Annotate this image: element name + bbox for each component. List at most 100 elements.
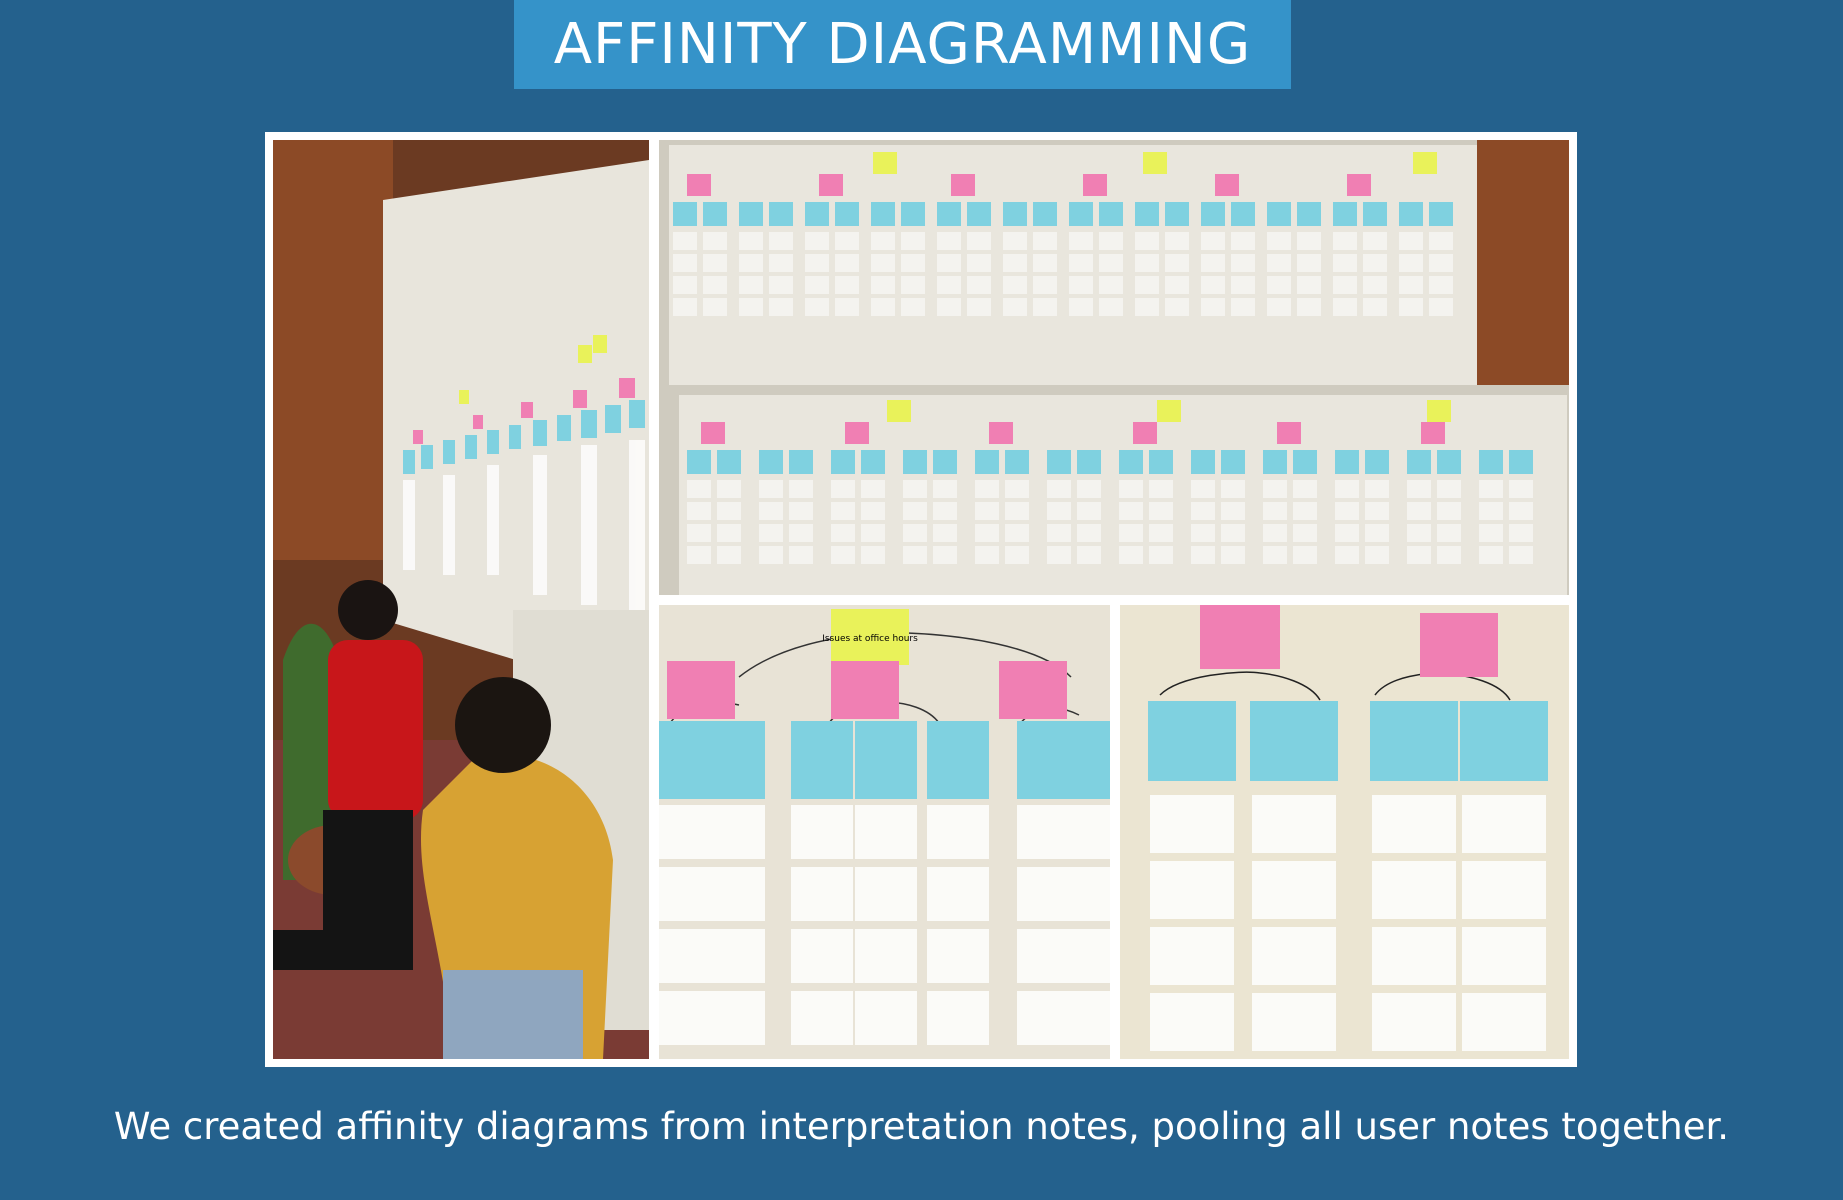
interpretation-note [1077, 546, 1101, 564]
interpretation-note [1267, 298, 1291, 316]
blue-sticky-note [937, 202, 961, 226]
yellow-sticky-note [1143, 152, 1167, 174]
interpretation-note [831, 546, 855, 564]
interpretation-note [1363, 254, 1387, 272]
interpretation-note [1399, 254, 1423, 272]
interpretation-note [1372, 795, 1456, 853]
interpretation-note [1191, 502, 1215, 520]
pink-sticky-note [701, 422, 725, 444]
interpretation-note [805, 254, 829, 272]
pink-sticky-note [1420, 613, 1498, 677]
interpretation-note [1363, 232, 1387, 250]
interpretation-note [927, 805, 989, 859]
interpretation-note [1005, 502, 1029, 520]
interpretation-note [975, 480, 999, 498]
blue-sticky-note [975, 450, 999, 474]
interpretation-note [1231, 232, 1255, 250]
student-questions-closeup-photo [1120, 605, 1569, 1059]
interpretation-note [1033, 298, 1057, 316]
blue-sticky-note [1003, 202, 1027, 226]
interpretation-note [967, 298, 991, 316]
interpretation-note [861, 546, 885, 564]
pink-sticky-note [667, 661, 735, 719]
interpretation-note [673, 254, 697, 272]
pink-sticky-note [951, 174, 975, 196]
interpretation-note [1231, 254, 1255, 272]
interpretation-note [1509, 480, 1533, 498]
blue-sticky-note [1119, 450, 1143, 474]
interpretation-note [1033, 232, 1057, 250]
blue-sticky-note [855, 721, 917, 799]
blue-sticky-note [835, 202, 859, 226]
interpretation-note [1335, 502, 1359, 520]
interpretation-note [1399, 232, 1423, 250]
interpretation-note [1333, 254, 1357, 272]
blue-sticky-note [967, 202, 991, 226]
interpretation-note [1479, 480, 1503, 498]
interpretation-note [1201, 298, 1225, 316]
photo-collage: Issues at office hours [265, 132, 1577, 1067]
interpretation-note [1079, 867, 1110, 921]
blue-sticky-note [1333, 202, 1357, 226]
blue-sticky-note [1267, 202, 1291, 226]
interpretation-note [673, 276, 697, 294]
interpretation-note [1005, 480, 1029, 498]
interpretation-note [703, 276, 727, 294]
interpretation-note [1335, 524, 1359, 542]
pink-sticky-note [1200, 605, 1280, 669]
interpretation-note [1365, 546, 1389, 564]
interpretation-note [1017, 805, 1079, 859]
blue-sticky-note [901, 202, 925, 226]
interpretation-note [1149, 480, 1173, 498]
interpretation-note [933, 480, 957, 498]
interpretation-note [831, 524, 855, 542]
blue-sticky-note [1017, 721, 1079, 799]
interpretation-note [1333, 298, 1357, 316]
interpretation-note [1462, 861, 1546, 919]
blue-sticky-note [759, 450, 783, 474]
blue-sticky-note [703, 721, 765, 799]
interpretation-note [1462, 927, 1546, 985]
interpretation-note [1509, 524, 1533, 542]
interpretation-note [1267, 254, 1291, 272]
interpretation-note [1462, 795, 1546, 853]
interpretation-note [717, 546, 741, 564]
interpretation-note [703, 232, 727, 250]
interpretation-note [1191, 546, 1215, 564]
pink-sticky-note [999, 661, 1067, 719]
interpretation-note [1429, 276, 1453, 294]
blue-sticky-note [1407, 450, 1431, 474]
interpretation-note [855, 991, 917, 1045]
interpretation-note [1372, 993, 1456, 1051]
interpretation-note [1191, 524, 1215, 542]
interpretation-note [901, 276, 925, 294]
interpretation-note [1099, 254, 1123, 272]
pink-sticky-note [845, 422, 869, 444]
interpretation-note [903, 546, 927, 564]
yellow-sticky-note [887, 400, 911, 422]
pink-sticky-note [1133, 422, 1157, 444]
interpretation-note [1399, 298, 1423, 316]
interpretation-note [1165, 232, 1189, 250]
interpretation-note [927, 991, 989, 1045]
interpretation-note [703, 254, 727, 272]
interpretation-note [861, 502, 885, 520]
blue-sticky-note [1297, 202, 1321, 226]
team-at-wall-photo [273, 140, 649, 1059]
title-banner: AFFINITY DIAGRAMMING [514, 0, 1291, 89]
interpretation-note [805, 298, 829, 316]
blue-sticky-note [1135, 202, 1159, 226]
interpretation-note [871, 276, 895, 294]
interpretation-note [967, 232, 991, 250]
interpretation-note [1017, 929, 1079, 983]
blue-sticky-note [1429, 202, 1453, 226]
blue-sticky-note [903, 450, 927, 474]
interpretation-note [717, 480, 741, 498]
interpretation-note [717, 524, 741, 542]
blue-sticky-note [1335, 450, 1359, 474]
interpretation-note [1033, 276, 1057, 294]
interpretation-note [1293, 480, 1317, 498]
interpretation-note [673, 298, 697, 316]
interpretation-note [1297, 298, 1321, 316]
interpretation-note [1077, 502, 1101, 520]
